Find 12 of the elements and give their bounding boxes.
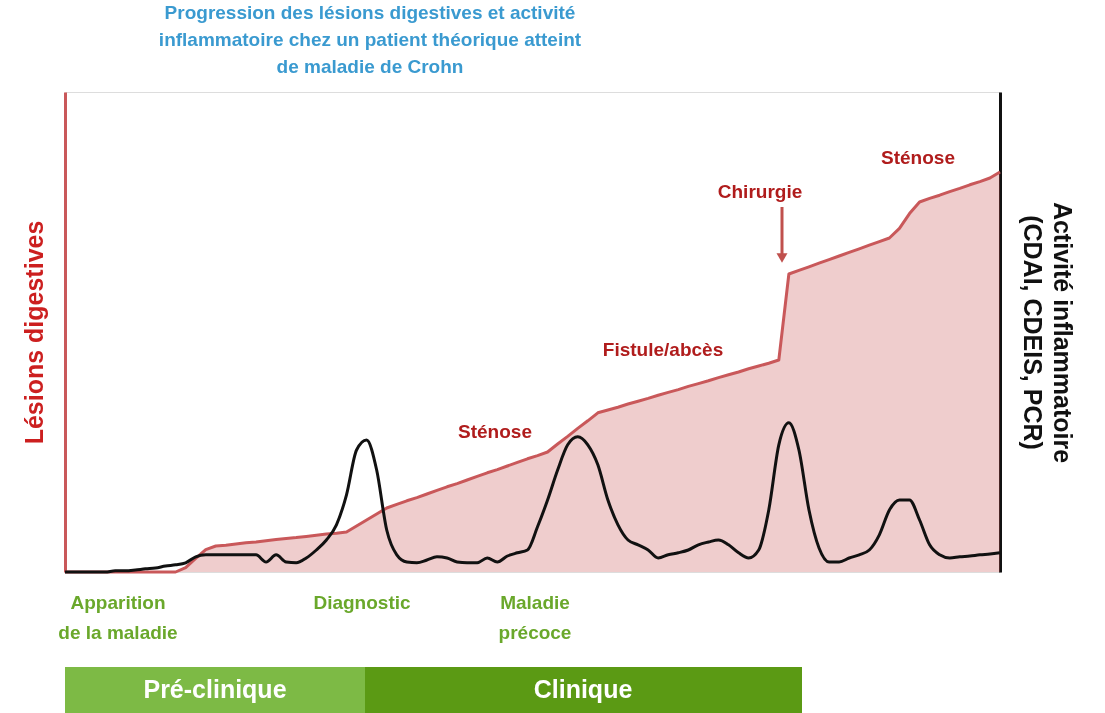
text: Maladie précoce <box>498 592 572 643</box>
text: Sténose <box>881 147 955 168</box>
text: Apparition de la maladie <box>58 592 178 643</box>
text: Pré-clinique <box>143 675 287 703</box>
y2-axis-title: Activité inflammatoire (CDAI, CDEIS, PCR) <box>1018 201 1077 464</box>
text: Clinique <box>533 675 633 703</box>
y-axis-title: Lésions digestives <box>19 220 48 445</box>
annotation: Fistule/abcès <box>602 339 724 360</box>
annotation: Sténose <box>458 421 532 442</box>
text: Diagnostic <box>313 592 411 613</box>
annotation: Chirurgie <box>717 181 803 202</box>
chart-title: Progression des lésions digestives et activité inflammatoire chez un patient théorique atteint de maladie de Crohn <box>158 2 582 77</box>
